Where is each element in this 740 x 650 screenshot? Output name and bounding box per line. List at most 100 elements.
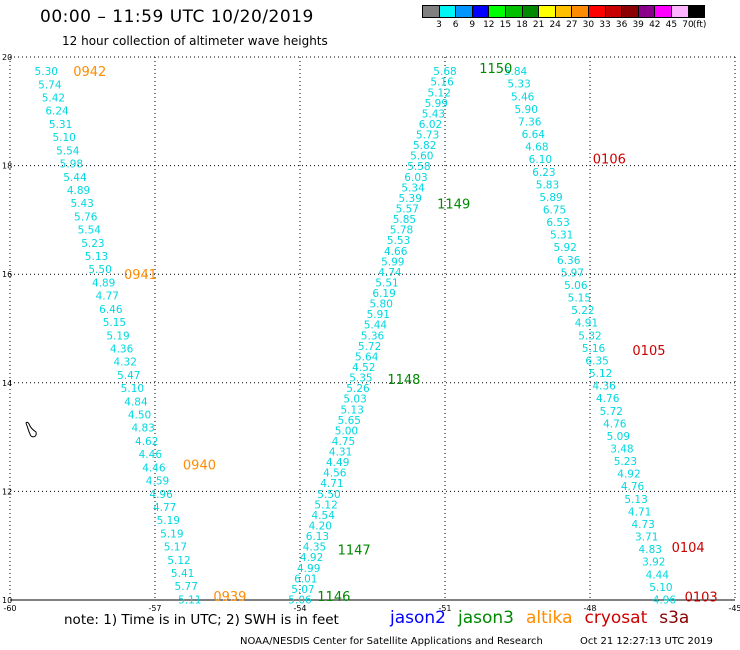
wave-height-value: 5.03 [343,394,366,406]
wave-height-value: 4.32 [114,357,137,369]
pass-time-label: 1148 [387,373,420,388]
wave-height-value: 6.10 [529,154,552,166]
wave-height-value: 4.71 [628,506,651,518]
wave-height-value: 5.12 [428,87,451,99]
wave-height-value: 5.16 [582,343,606,355]
wave-height-value: 4.91 [575,318,598,330]
wave-height-value: 4.92 [617,469,640,481]
wave-height-value: 4.96 [653,594,677,606]
legend-item-altika: altika [526,608,573,628]
wave-height-value: 5.39 [399,193,422,205]
pass-labels: 0942 0941 0940 0939 1146 1147 1148 1149 1150 0106… [73,62,718,606]
wave-height-value: 6.24 [45,106,69,118]
wave-height-value: 5.19 [160,528,183,540]
wave-height-value: 5.72 [358,341,381,353]
wave-height-value: 6.36 [557,255,581,267]
wave-height-value: 5.31 [550,230,573,242]
wave-height-value: 4.77 [153,502,176,514]
wave-height-value: 5.50 [317,489,340,501]
wave-height-value: 4.68 [525,142,548,154]
legend-item-jason2: jason2 [390,608,446,628]
wave-height-value: 5.12 [167,555,190,567]
wave-height-value: 4.20 [309,520,332,532]
wave-height-value: 5.64 [355,351,379,363]
wave-height-value: 5.33 [507,79,530,91]
wave-height-value: 6.03 [404,172,427,184]
wave-height-value: 4.59 [146,476,169,488]
wave-height-value: 4.77 [96,291,119,303]
wave-height-value: 5.19 [106,330,129,342]
wave-height-value: 5.32 [578,330,601,342]
wave-height-value: 5.77 [175,581,198,593]
wave-height-value: 5.80 [370,299,393,311]
wave-height-value: 5.89 [539,192,562,204]
color-scale-label: 33 [599,20,611,30]
x-tick-label: -60 [3,604,16,613]
wave-height-value: 5.73 [416,130,439,142]
wave-height-value: 5.54 [78,225,102,237]
wave-height-value: 5.83 [536,179,559,191]
y-tick-label: 16 [2,270,12,279]
pass-time-label: 0103 [685,591,718,606]
wave-height-value: 5.10 [649,582,672,594]
wave-height-value: 5.82 [413,140,436,152]
wave-height-value: 5.99 [425,98,448,110]
color-swatch [687,5,706,18]
wave-height-value: 5.84 [504,66,528,78]
pass-time-label: 1149 [437,198,470,213]
legend-item-jason3: jason3 [458,608,514,628]
wave-height-value: 4.66 [384,246,408,258]
wave-height-value: 4.99 [297,563,320,575]
color-scale-bar [422,5,706,18]
wave-height-value: 5.57 [396,203,419,215]
color-scale-label: 15 [499,20,512,30]
pass-time-label: 1150 [479,62,512,77]
pass-time-label: 0939 [213,590,246,605]
wave-height-value: 4.76 [603,418,627,430]
axis-ticks: -60 -57 -54 -51 -48 -45 10 12 14 16 18 20 [2,53,740,613]
y-tick-label: 10 [2,596,12,605]
wave-height-value: 5.15 [568,293,591,305]
wave-height-value: 3.71 [635,532,658,544]
wave-height-value: 5.54 [56,145,80,157]
wave-height-value: 6.64 [522,129,546,141]
wave-height-value: 4.92 [300,552,323,564]
wave-height-value: 5.30 [35,66,58,78]
wave-height-value: 4.62 [135,436,158,448]
wave-height-value: 5.53 [387,235,410,247]
color-scale-label: 21 [532,20,545,30]
wave-height-value: 5.23 [81,238,104,250]
wave-height-value: 6.02 [419,119,442,131]
wave-height-value: 4.50 [128,410,151,422]
coastline [25,421,37,438]
color-scale-label: 6 [452,20,459,30]
color-scale-label: 9 [469,20,476,30]
wave-height-value: 5.43 [422,108,445,120]
wave-height-value: 5.17 [164,542,187,554]
wave-height-value: 5.85 [393,214,416,226]
wave-height-value: 5.44 [63,172,87,184]
pass-time-label: 0106 [593,153,626,168]
wave-height-value: 3.92 [642,557,665,569]
x-tick-label: -54 [293,604,306,613]
color-scale-label: (ft) [692,20,707,30]
wave-height-value: 5.13 [624,494,647,506]
wave-height-value: 6.75 [543,204,566,216]
wave-height-value: 5.99 [381,256,404,268]
wave-height-value: 5.60 [410,151,433,163]
wave-height-value: 5.92 [553,242,576,254]
wave-height-value: 5.19 [157,515,180,527]
wave-height-value: 6.19 [372,288,395,300]
wave-height-value: 5.06 [288,594,312,606]
credit-text: NOAA/NESDIS Center for Satellite Applica… [240,636,543,647]
wave-height-value: 4.74 [378,267,402,279]
color-scale-label: 39 [632,20,644,30]
wave-height-value: 5.23 [614,456,637,468]
wave-height-value: 4.75 [332,436,355,448]
pass-time-label: 0941 [124,268,157,283]
wave-height-value: 4.73 [631,519,654,531]
wave-height-value: 5.15 [103,317,126,329]
pass-time-label: 0104 [672,541,705,556]
wave-height-value: 4.83 [639,544,662,556]
